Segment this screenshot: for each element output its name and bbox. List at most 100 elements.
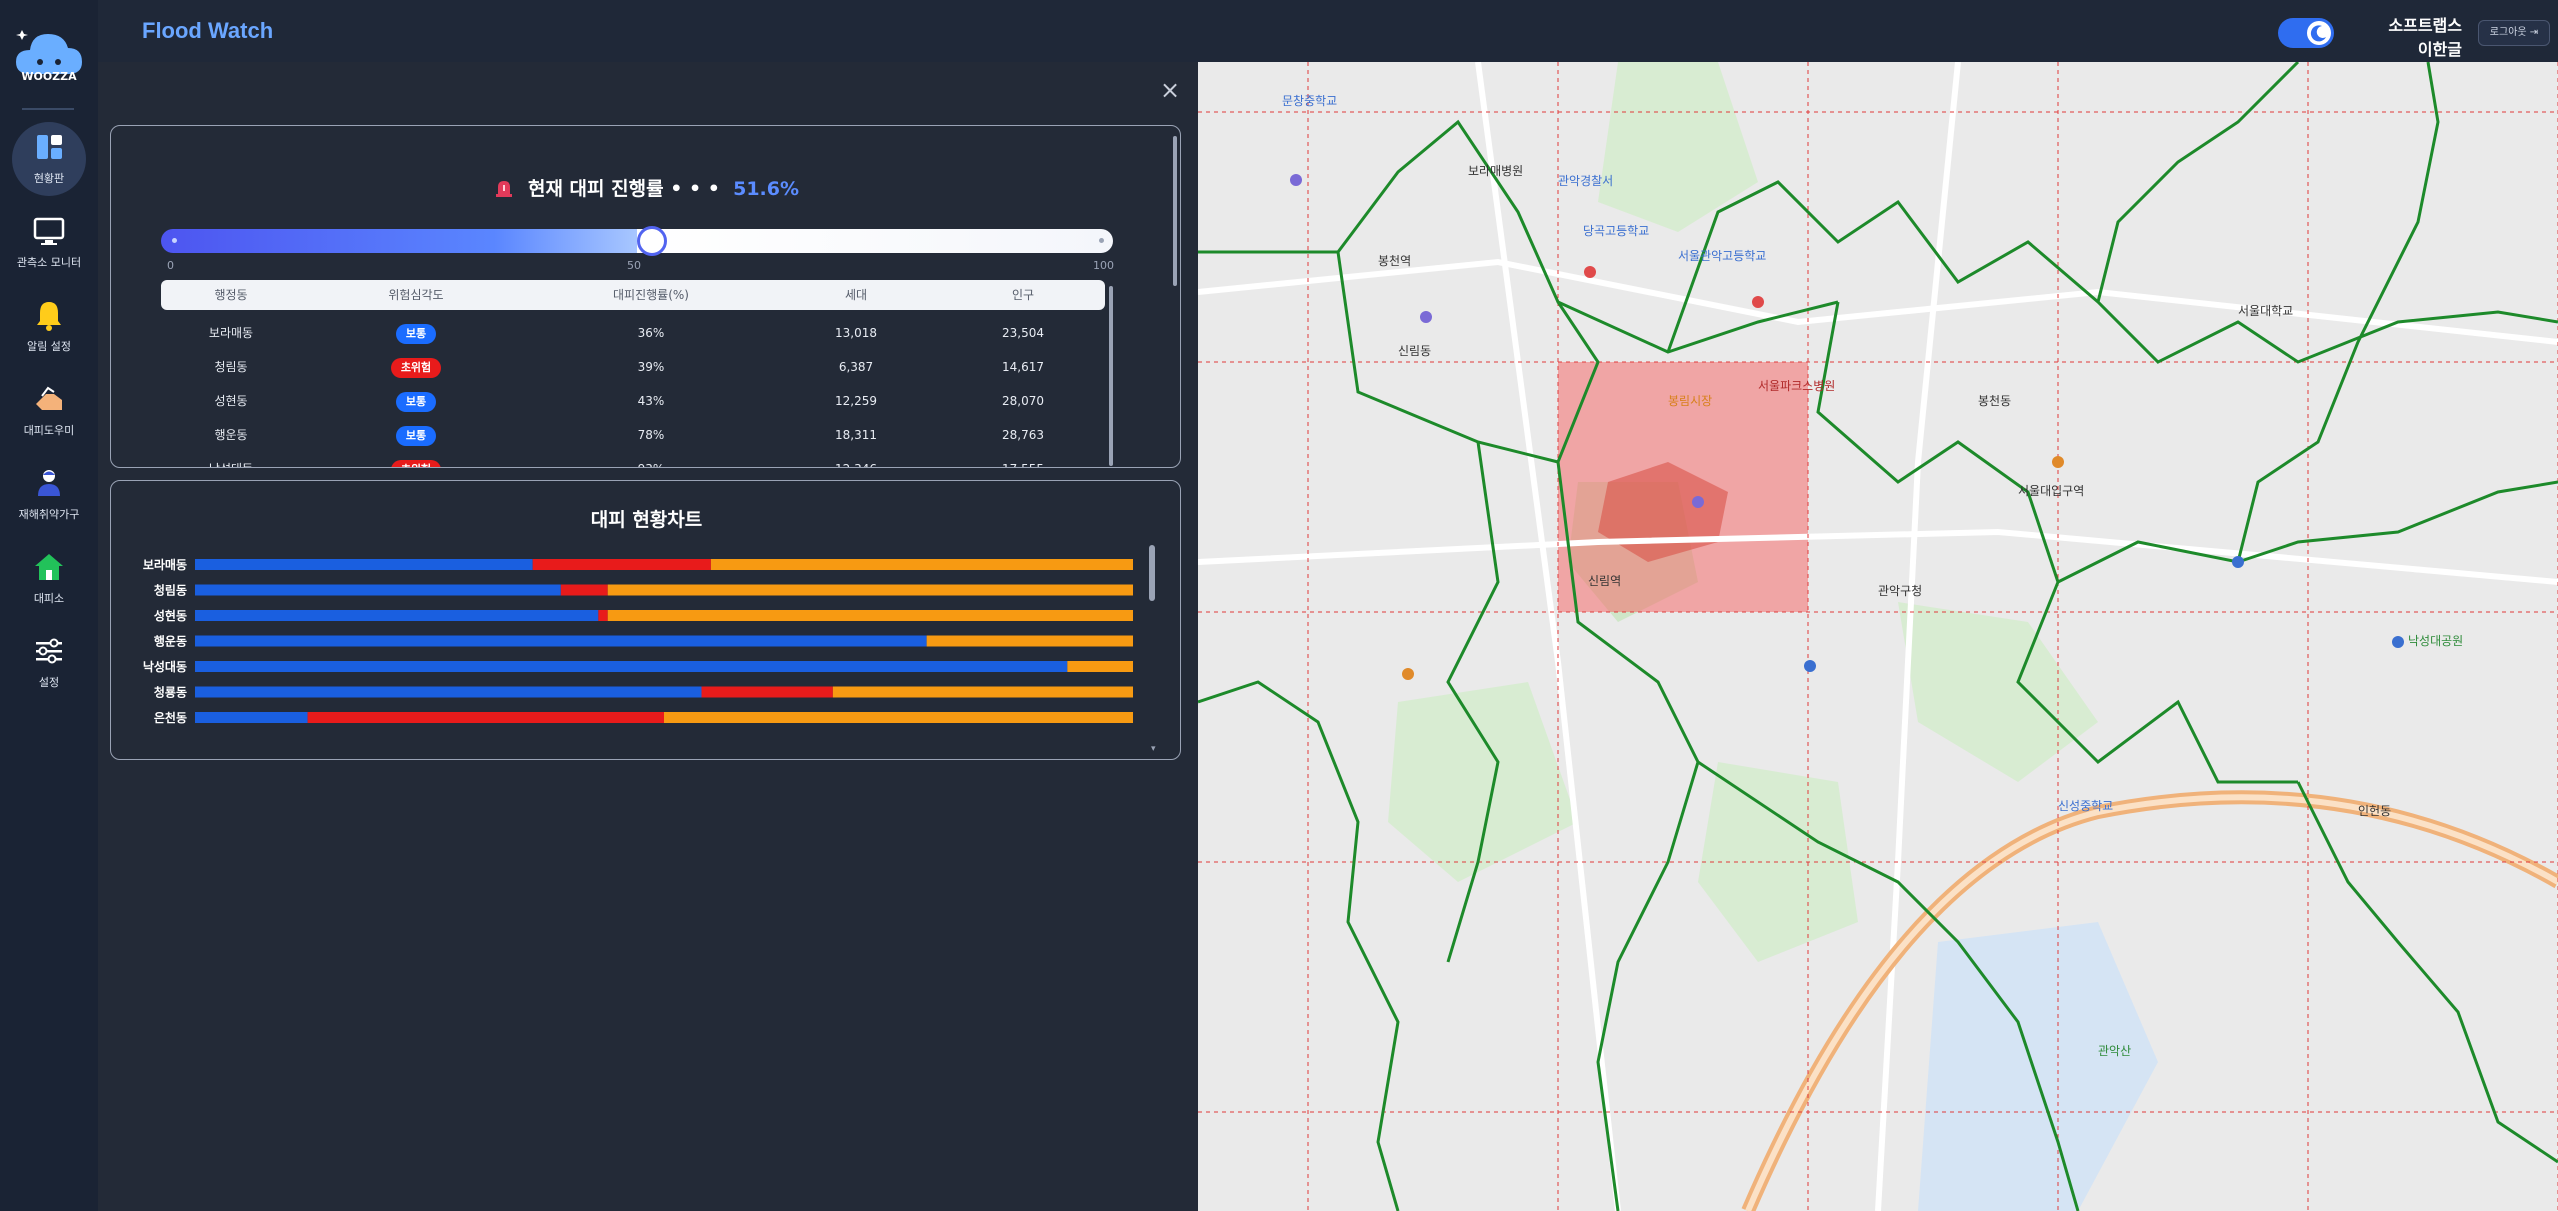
table-header: 행정동 위험심각도 대피진행률(%) 세대 인구 xyxy=(161,280,1105,310)
bar-segment[interactable] xyxy=(1067,661,1133,672)
evac-chart-panel: 대피 현황차트 보라매동 청림동 성현동 행운동 낙성대동 청룡동 은천동 ▾ xyxy=(110,480,1181,760)
map-place-label[interactable]: 봉천동 xyxy=(1978,394,2012,408)
bar-segment[interactable] xyxy=(701,686,833,698)
category-label: 은천동 xyxy=(154,710,187,725)
sidebar-item-label: 재해취약가구 xyxy=(18,508,80,521)
map-place-label[interactable]: 관악경찰서 xyxy=(1558,174,1614,188)
highway xyxy=(1745,794,2558,1211)
population-cell: 17,555 xyxy=(941,452,1105,467)
park-area xyxy=(1898,602,2098,782)
poi-markers[interactable] xyxy=(1290,174,2404,680)
bar-segment[interactable] xyxy=(664,712,1133,723)
logout-button[interactable]: 로그아웃 ⇥ xyxy=(2478,20,2550,46)
sidebar-item-vulnerable[interactable]: 재해취약가구 xyxy=(8,458,90,532)
map-place-label[interactable]: 서울파크스병원 xyxy=(1758,379,1836,393)
map-place-label[interactable]: 봉천역 xyxy=(1378,254,1412,268)
map-place-label[interactable]: 낙성대공원 xyxy=(2408,634,2464,648)
column-header[interactable]: 세대 xyxy=(844,288,868,302)
map-place-label[interactable]: 서울대입구역 xyxy=(2018,484,2085,498)
bar-segment[interactable] xyxy=(832,686,1133,698)
column-header[interactable]: 인구 xyxy=(1011,288,1035,302)
siren-icon xyxy=(495,181,512,197)
sidebar-item-shelter[interactable]: 대피소 xyxy=(8,542,90,616)
table-row[interactable]: 청림동 초위험 39% 6,387 14,617 xyxy=(161,350,1105,384)
dark-mode-toggle[interactable] xyxy=(2278,18,2334,48)
sidebar-item-label: 대피도우미 xyxy=(23,424,75,437)
table-row[interactable]: 보라매동 보통 36% 13,018 23,504 xyxy=(161,316,1105,350)
severity-cell: 보통 xyxy=(301,384,531,418)
chart-scrollbar[interactable] xyxy=(1149,545,1155,601)
woozza-logo[interactable] xyxy=(12,22,86,88)
severity-cell: 초위험 xyxy=(301,452,531,467)
monitor-icon xyxy=(33,217,65,245)
bar-segment[interactable] xyxy=(560,584,608,596)
progress-cell: 36% xyxy=(637,326,665,340)
map-place-label[interactable]: 관악산 xyxy=(2098,1044,2132,1058)
app-title: Flood Watch xyxy=(142,18,274,43)
sliders-icon xyxy=(36,638,62,664)
bar-segment[interactable] xyxy=(195,610,599,621)
road xyxy=(1198,528,2558,585)
district-boundaries xyxy=(1198,62,2558,1211)
map-place-label[interactable]: 문창중학교 xyxy=(1282,94,1338,108)
map-place-label[interactable]: 봉림시장 xyxy=(1668,394,1713,408)
bar-segment[interactable] xyxy=(195,584,561,596)
population-cell: 14,617 xyxy=(1002,360,1044,374)
bar-segment[interactable] xyxy=(195,686,702,698)
panel-scrollbar[interactable] xyxy=(1173,136,1177,286)
category-label: 낙성대동 xyxy=(143,659,187,674)
households-cell: 6,387 xyxy=(838,360,874,374)
table-row[interactable]: 낙성대동초위험 93%12,34617,555 xyxy=(161,452,1105,467)
slider-dot xyxy=(1099,238,1104,243)
map-place-label[interactable]: 관악구청 xyxy=(1878,584,1923,598)
bar-segment[interactable] xyxy=(307,712,664,723)
bar-segment[interactable] xyxy=(195,661,1068,672)
slider-tick: 0 xyxy=(167,259,174,272)
column-header[interactable]: 위험심각도 xyxy=(388,288,444,302)
bar-segment[interactable] xyxy=(532,559,711,570)
bar-segment[interactable] xyxy=(710,559,1133,570)
map-place-label[interactable]: 신림역 xyxy=(1588,574,1622,588)
sidebar-item-settings[interactable]: 설정 xyxy=(8,626,90,700)
scroll-down-arrow-icon[interactable]: ▾ xyxy=(1151,744,1156,754)
park-area xyxy=(1388,682,1578,882)
households-cell: 13,018 xyxy=(835,326,877,340)
bar-segment[interactable] xyxy=(607,584,1133,596)
map-place-label[interactable]: 인헌동 xyxy=(2358,804,2392,818)
chart-title: 대피 현황차트 xyxy=(590,509,703,531)
highway xyxy=(1741,790,2558,1211)
sidebar-item-evac-helper[interactable]: 대피도우미 xyxy=(8,374,90,448)
map-place-label[interactable]: 신성중학교 xyxy=(2058,799,2114,813)
column-header[interactable]: 대피진행률(%) xyxy=(613,288,689,302)
bar-segment[interactable] xyxy=(598,610,608,621)
bell-icon xyxy=(37,302,61,331)
column-header[interactable]: 행정동 xyxy=(214,288,248,302)
map-place-label[interactable]: 보라매병원 xyxy=(1468,164,1524,178)
bar-segment[interactable] xyxy=(926,635,1133,647)
severity-badge: 초위험 xyxy=(390,358,442,378)
progress-slider-track[interactable] xyxy=(161,229,1113,253)
sidebar-item-monitor[interactable]: 관측소 모니터 xyxy=(8,206,90,280)
progress-slider-knob[interactable] xyxy=(637,226,668,256)
map-canvas[interactable] xyxy=(1198,62,2558,1211)
table-scrollbar[interactable] xyxy=(1109,286,1113,466)
table-row[interactable]: 행운동 보통 78% 18,311 28,763 xyxy=(161,418,1105,452)
close-button[interactable]: × xyxy=(1158,78,1182,102)
cloud-logo-icon xyxy=(16,30,82,74)
slider-tick: 100 xyxy=(1093,259,1114,272)
map-place-label[interactable]: 서울대학교 xyxy=(2238,304,2294,318)
dong-cell: 행운동 xyxy=(214,428,248,442)
sidebar-item-alert-settings[interactable]: 알림 설정 xyxy=(8,290,90,364)
vulnerable-person-icon xyxy=(38,470,60,496)
bar-segment[interactable] xyxy=(607,610,1133,621)
map-place-label[interactable]: 신림동 xyxy=(1398,344,1432,358)
sidebar-item-dashboard[interactable]: 현황판 xyxy=(12,122,86,196)
bar-segment[interactable] xyxy=(195,635,927,647)
map-place-label[interactable]: 서울관악고등학교 xyxy=(1678,249,1767,263)
map-place-label[interactable]: 당곡고등학교 xyxy=(1583,224,1650,238)
bar-segment[interactable] xyxy=(195,559,533,570)
bar-segment[interactable] xyxy=(195,712,308,723)
top-header: Flood Watch 소프트랩스 이한글 로그아웃 ⇥ xyxy=(98,0,2558,62)
table-row[interactable]: 성현동 보통 43% 12,259 28,070 xyxy=(161,384,1105,418)
